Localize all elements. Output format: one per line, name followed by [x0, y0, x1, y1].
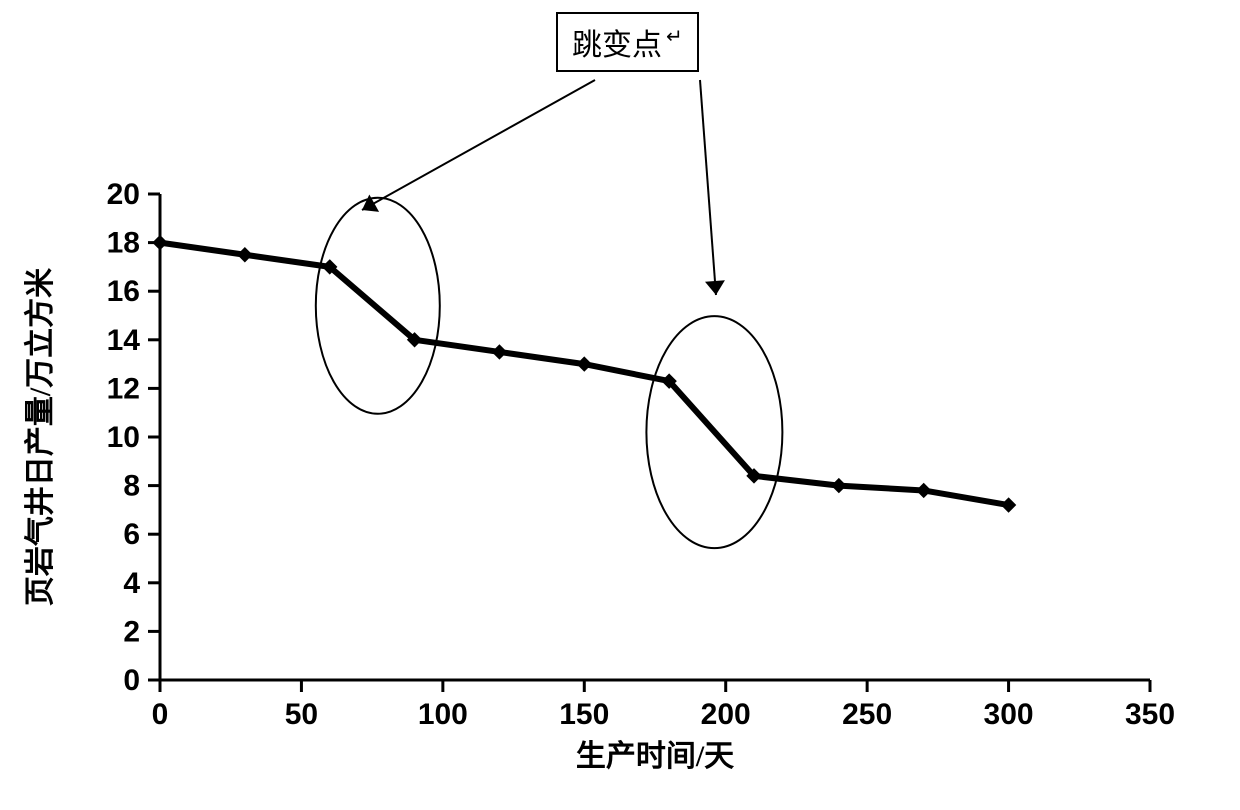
series-marker — [238, 248, 252, 262]
y-tick-label: 10 — [107, 421, 140, 454]
series-marker — [577, 357, 591, 371]
chart-figure: { "figure": { "type": "line", "width": 1… — [0, 0, 1240, 810]
x-axis-title: 生产时间/天 — [576, 740, 734, 773]
annotation-text: 跳变点 — [572, 29, 662, 62]
chart-svg: 02468101214161820050100150200250300350页岩… — [0, 0, 1240, 810]
series-marker — [153, 236, 167, 250]
y-tick-label: 18 — [107, 227, 140, 260]
x-tick-label: 150 — [559, 698, 609, 731]
y-tick-label: 0 — [123, 664, 140, 697]
series-marker — [492, 345, 506, 359]
y-tick-label: 14 — [107, 324, 141, 357]
y-tick-label: 4 — [123, 567, 140, 600]
x-tick-label: 0 — [152, 698, 169, 731]
y-tick-label: 12 — [107, 372, 140, 405]
annotation-arrowhead — [705, 280, 725, 295]
x-tick-label: 350 — [1125, 698, 1175, 731]
y-tick-label: 20 — [107, 178, 140, 211]
y-tick-label: 6 — [123, 518, 140, 551]
y-axis-title: 页岩气井日产量/万立方米 — [23, 268, 57, 606]
y-tick-label: 8 — [123, 470, 140, 503]
annotation-glyph: ↵ — [666, 24, 683, 49]
series-marker — [1002, 498, 1016, 512]
x-tick-label: 50 — [285, 698, 318, 731]
annotation-arrow — [362, 80, 595, 210]
y-tick-label: 16 — [107, 275, 140, 308]
series-marker — [832, 479, 846, 493]
x-tick-label: 100 — [418, 698, 468, 731]
y-tick-label: 2 — [123, 615, 140, 648]
x-tick-label: 250 — [842, 698, 892, 731]
x-tick-label: 300 — [984, 698, 1034, 731]
annotation-arrow — [700, 80, 716, 295]
series-marker — [917, 483, 931, 497]
x-tick-label: 200 — [701, 698, 751, 731]
series-line — [160, 243, 1009, 505]
annotation-jump-points: 跳变点 ↵ — [556, 12, 699, 72]
